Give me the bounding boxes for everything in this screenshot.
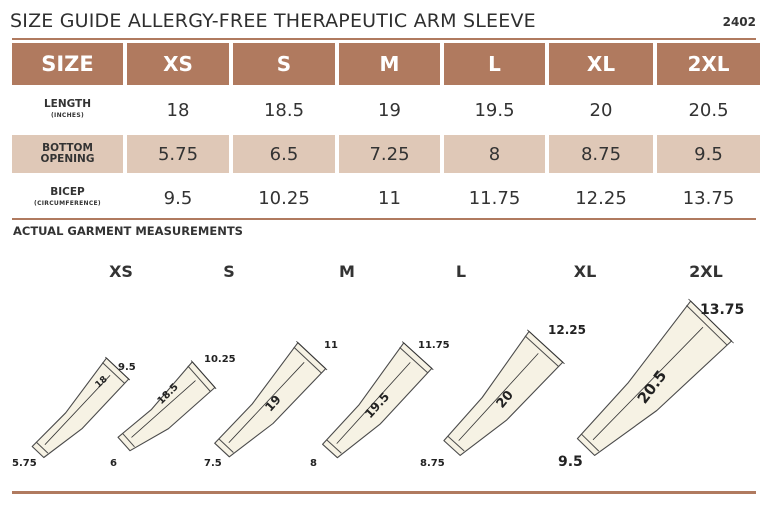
sleeve-cuff-line (35, 441, 49, 454)
size-header-l: L (444, 43, 545, 85)
bottom-opening-row: BOTTOM OPENING 5.75 6.5 7.25 8 8.75 9.5 (12, 135, 760, 173)
sleeve-top-band-line (102, 362, 125, 384)
length-label: LENGTH (43, 98, 92, 110)
sleeve-top-band-line (187, 365, 211, 392)
length-value: 20 (589, 99, 613, 121)
bicep-label: 10.25 (204, 354, 236, 365)
sleeve-cuff-line (447, 435, 465, 452)
bicep-measure-line (527, 329, 565, 365)
bicep-label: 9.5 (118, 362, 136, 373)
sleeve-cuff-line (326, 439, 342, 454)
bottom-opening-value: 8 (444, 135, 545, 173)
size-header-m: M (339, 43, 440, 85)
length-value: 20.5 (688, 99, 729, 121)
sleeve-size-label-l: L (455, 262, 467, 281)
sleeve-xs: 5.759.518 (12, 356, 136, 469)
bicep-value: 10.25 (258, 187, 310, 209)
bicep-measure-line (105, 356, 131, 381)
size-header-row: SIZE XS S M L XL 2XL (12, 43, 760, 85)
length-value: 19.5 (474, 99, 515, 121)
sleeve-top-band-line (293, 346, 322, 374)
sleeve-size-label-xs: XS (109, 262, 133, 281)
sleeve-size-label-m: M (339, 262, 355, 281)
length-arrow (44, 375, 111, 445)
length-arrow (131, 380, 196, 438)
bicep-label-cell: BICEP (CIRCUMFERENCE) (12, 179, 123, 217)
section-heading: ACTUAL GARMENT MEASUREMENTS (13, 224, 243, 238)
bicep-measure-line (688, 298, 734, 344)
bottom-opening-label-1: BOTTOM (42, 142, 93, 154)
bicep-value: 11.75 (468, 187, 521, 209)
sleeve-size-label-xl: XL (573, 262, 597, 281)
bicep-measure-line (190, 360, 217, 390)
bicep-label: 12.25 (548, 323, 586, 337)
bottom-opening-label: 7.5 (204, 458, 222, 469)
sleeve-cuff-line (581, 433, 600, 452)
sleeve-cuff-line (122, 432, 135, 448)
size-header-xl: XL (549, 43, 653, 85)
bottom-opening-label-2: OPENING (40, 153, 95, 165)
sleeve-size-label-2xl: 2XL (689, 262, 723, 281)
bottom-opening-label: 6 (110, 458, 117, 469)
length-sublabel: (INCHES) (51, 112, 84, 119)
length-label-cell: LENGTH (INCHES) (12, 91, 123, 129)
bottom-opening-label: 8 (310, 458, 317, 469)
bicep-row: BICEP (CIRCUMFERENCE) 9.5 10.25 11 11.75 … (12, 179, 760, 217)
sleeve-top-band-line (686, 305, 728, 346)
bottom-opening-label: 9.5 (558, 454, 583, 470)
size-header-s: S (233, 43, 335, 85)
length-arrow (458, 353, 539, 441)
sleeve-size-label-s: S (223, 262, 235, 281)
bicep-measure-line (296, 341, 328, 371)
page-title: SIZE GUIDE ALLERGY-FREE THERAPEUTIC ARM … (10, 10, 536, 32)
bottom-opening-label: 8.75 (420, 458, 445, 469)
size-header-xs: XS (127, 43, 229, 85)
bicep-value: 9.5 (163, 187, 193, 209)
top-divider (12, 38, 756, 40)
length-arrow (336, 362, 411, 444)
bottom-opening-label-cell: BOTTOM OPENING (12, 135, 123, 173)
bottom-opening-value: 8.75 (549, 135, 653, 173)
bicep-value: 12.25 (575, 187, 627, 209)
product-code: 2402 (722, 15, 756, 29)
length-value: 18 (166, 99, 190, 121)
bottom-opening-label: 5.75 (12, 458, 37, 469)
length-arrow (592, 326, 704, 441)
sleeve-top-band-line (399, 347, 429, 374)
bicep-measure-line (401, 341, 434, 371)
size-table: SIZE XS S M L XL 2XL LENGTH (INCHES) 18 1… (8, 43, 764, 217)
bicep-value: 13.75 (682, 187, 735, 209)
bicep-label: BICEP (50, 186, 85, 198)
bicep-value: 11 (378, 187, 401, 209)
bicep-label: 11.75 (418, 340, 450, 351)
bicep-sublabel: (CIRCUMFERENCE) (34, 200, 101, 207)
bottom-opening-value: 9.5 (657, 135, 760, 173)
size-corner-cell: SIZE (12, 43, 123, 85)
length-value: 18.5 (263, 99, 305, 121)
sleeve-top-band-line (524, 335, 560, 367)
bicep-label: 13.75 (700, 302, 744, 318)
sleeve-cuff-line (218, 438, 234, 453)
bottom-opening-value: 6.5 (233, 135, 335, 173)
bottom-opening-value: 7.25 (339, 135, 440, 173)
bottom-divider (12, 491, 756, 494)
middle-divider (12, 218, 756, 220)
size-header-2xl: 2XL (657, 43, 760, 85)
length-row: LENGTH (INCHES) 18 18.5 19 19.5 20 20.5 (12, 91, 760, 129)
length-value: 19 (378, 99, 401, 121)
bottom-opening-value: 5.75 (127, 135, 229, 173)
bicep-label: 11 (324, 340, 338, 351)
length-arrow (228, 362, 305, 443)
